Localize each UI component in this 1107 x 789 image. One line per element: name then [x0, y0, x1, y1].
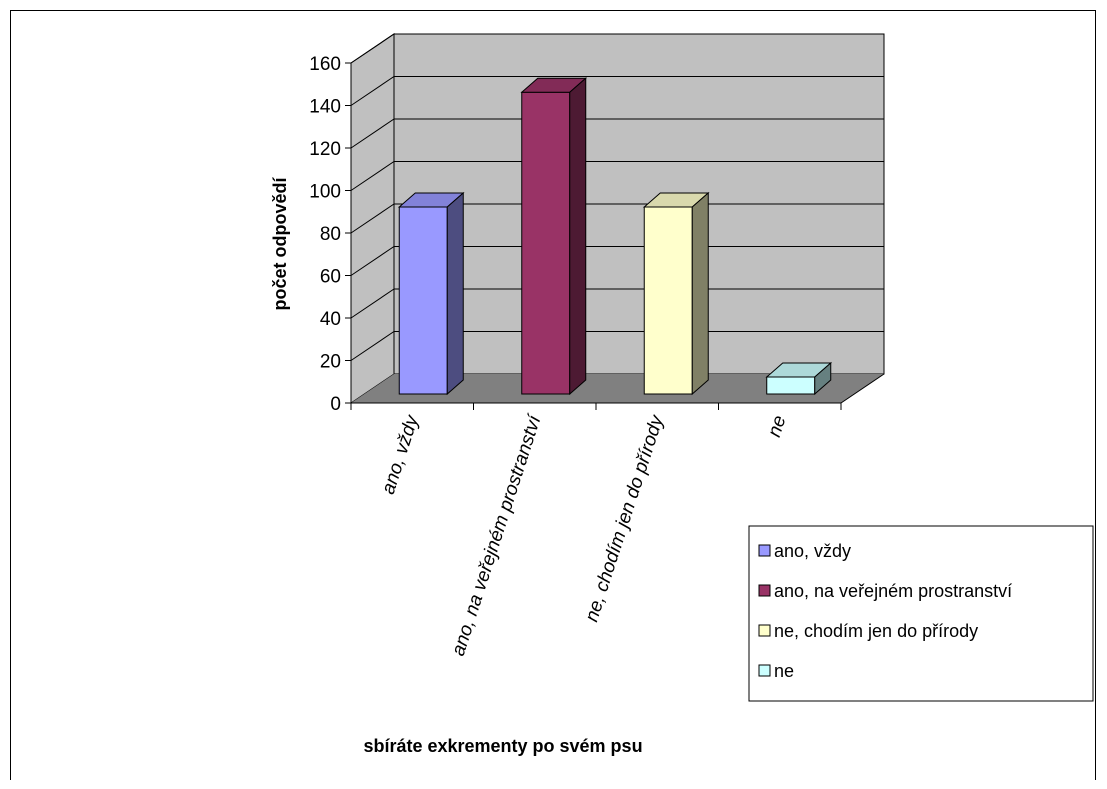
- gridline: [350, 76, 884, 106]
- legend-label: ne, chodím jen do přírody: [774, 621, 978, 641]
- y-tick-labels: 0 20 40 60 80 100 120 140 160: [309, 54, 341, 415]
- y-tick-label: 80: [320, 224, 341, 245]
- floor-edge: [840, 373, 885, 404]
- y-tick-label: 120: [309, 139, 341, 160]
- legend-label: ano, na veřejném prostranství: [774, 581, 1012, 601]
- x-category-label: ne: [764, 413, 791, 440]
- legend-label: ano, vždy: [774, 541, 851, 561]
- gridline: [350, 203, 884, 234]
- x-category-label: ano, na veřejném prostranství: [448, 411, 546, 658]
- gridline: [350, 33, 884, 64]
- legend-swatch: [758, 544, 771, 557]
- gridline: [350, 118, 884, 149]
- x-category-labels: ano, vždy ano, na veřejném prostranství ne…: [378, 411, 791, 658]
- gridline: [350, 331, 884, 361]
- y-tick-label: 0: [330, 394, 341, 415]
- bar: [642, 191, 710, 396]
- legend-swatch: [758, 664, 771, 677]
- axes: [345, 62, 885, 410]
- legend-label: ne: [774, 661, 794, 681]
- legend: ano, vždy ano, na veřejném prostranství ne…: [748, 525, 1094, 702]
- gridline: [350, 161, 884, 191]
- bar-side: [446, 191, 464, 396]
- bar: [397, 191, 465, 396]
- bar-front: [643, 206, 693, 395]
- bar-chart: 0 20 40 60 80 100 120 140 160 ano, vždy ano, na v…: [270, 33, 1094, 756]
- bars: [397, 77, 833, 396]
- legend-swatch: [758, 584, 771, 597]
- y-tick-label: 140: [309, 97, 341, 118]
- bar: [520, 77, 588, 396]
- bar-front: [521, 91, 571, 395]
- y-tick-label: 60: [320, 267, 341, 288]
- bar-front: [398, 206, 448, 395]
- legend-box: [748, 525, 1094, 702]
- y-tick-label: 160: [309, 54, 341, 75]
- x-category-label: ne, chodím jen do přírody: [581, 412, 668, 625]
- gridline: [350, 246, 884, 276]
- gridline: [350, 288, 884, 319]
- gridlines: [350, 33, 884, 361]
- bar-side: [569, 77, 587, 396]
- floor: [351, 374, 884, 403]
- x-category-label: ano, vždy: [378, 412, 424, 497]
- bar-side: [814, 361, 832, 396]
- legend-swatch: [758, 624, 771, 637]
- x-axis-title: sbíráte exkrementy po svém psu: [363, 736, 642, 756]
- bar-side: [691, 191, 709, 396]
- y-tick-label: 100: [309, 182, 341, 203]
- y-tick-label: 40: [320, 309, 341, 330]
- y-tick-label: 20: [320, 352, 341, 373]
- y-axis-title: počet odpovědí: [270, 177, 290, 311]
- chart-frame: 0 20 40 60 80 100 120 140 160 ano, vždy ano, na v…: [10, 10, 1096, 780]
- bar-front: [766, 376, 816, 395]
- bar: [765, 361, 833, 396]
